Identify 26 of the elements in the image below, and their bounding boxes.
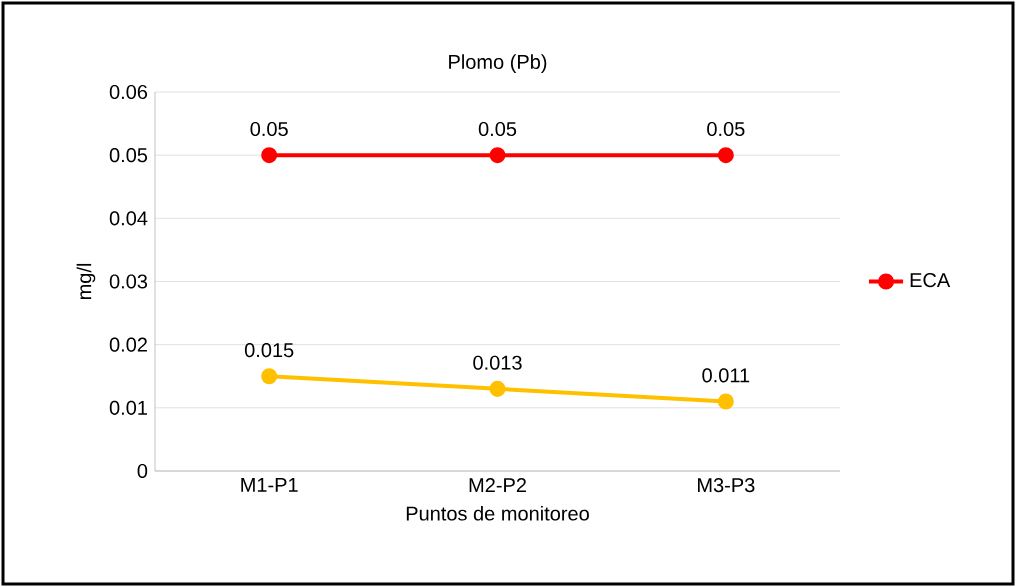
point [717,393,734,410]
data-label: 0.015 [244,343,294,358]
legend-label: ECA [910,273,951,288]
x-tick-label: M3-P3 [698,478,755,493]
point [261,368,278,385]
point [717,147,734,164]
y-tick-label: 0.01 [109,400,147,415]
data-label: 0.05 [478,121,517,137]
data-label: 0.05 [250,121,288,137]
x-tick-label: M1-P1 [241,478,298,492]
y-tick-label: 0.06 [109,84,148,100]
data-label: 0.013 [473,355,522,370]
y-tick-label: 0.05 [109,148,148,163]
data-label: 0.05 [707,121,745,137]
y-tick-label: 0.04 [109,211,148,226]
y-axis-title: mg/l [76,263,96,300]
y-tick-label: 0 [137,463,148,479]
point [489,147,506,164]
x-tick-label: M2-P2 [469,478,526,493]
x-axis-title: Puntos de monitoreo [406,505,589,521]
point [489,380,506,397]
y-tick-label: 0.03 [109,274,148,289]
data-label: 0.011 [702,368,750,383]
y-tick-label: 0.02 [109,337,147,352]
chart-title: Plomo (Pb) [449,54,547,73]
point [261,147,278,164]
